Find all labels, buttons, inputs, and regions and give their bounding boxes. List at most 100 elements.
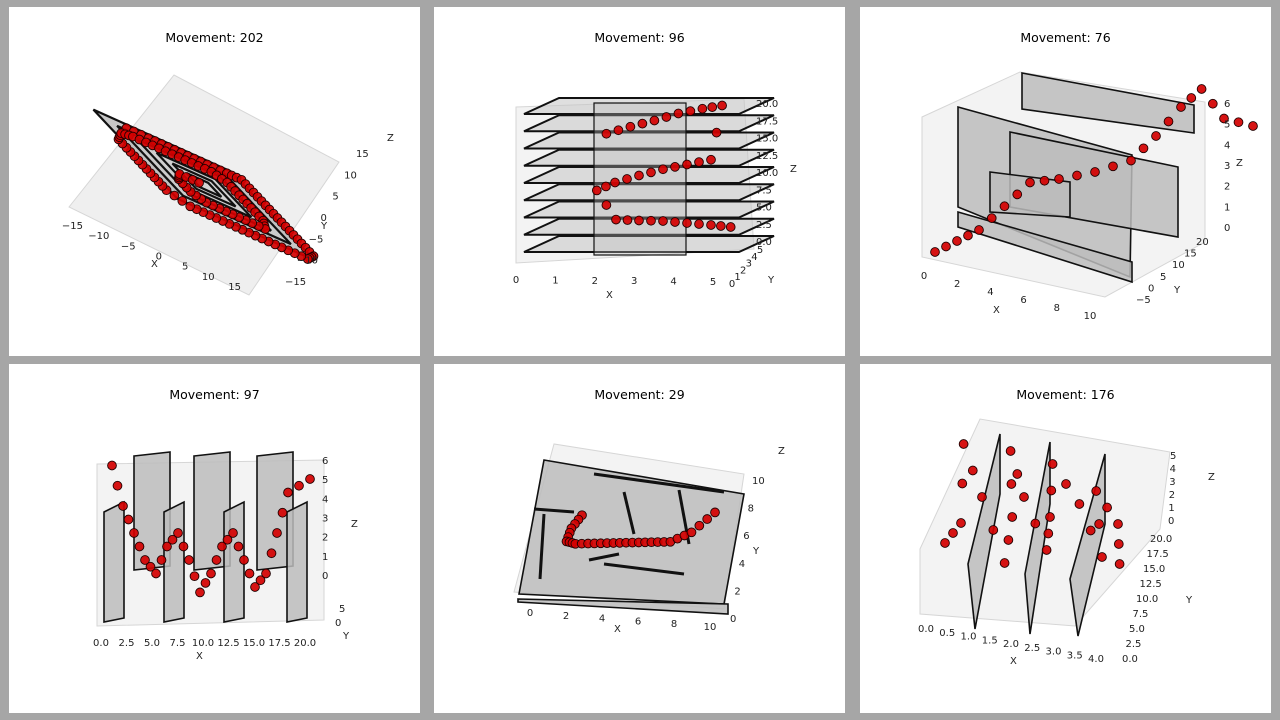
path-point bbox=[697, 103, 708, 114]
x-tick-labels: 0.0 2.5 5.0 7.5 10.0 12.5 15.0 17.5 20.0 bbox=[93, 638, 316, 649]
x-tick-label: 15.0 bbox=[243, 638, 265, 649]
path-point bbox=[948, 528, 958, 538]
x-tick-label: 3.0 bbox=[1046, 647, 1062, 658]
y-tick-label: 6 bbox=[743, 531, 749, 542]
path-point bbox=[601, 181, 611, 192]
path-point bbox=[658, 164, 668, 175]
floor-slab bbox=[523, 183, 775, 202]
path-point bbox=[1219, 113, 1229, 124]
path-point bbox=[1072, 170, 1082, 181]
path-point bbox=[610, 177, 620, 188]
path-point bbox=[1138, 143, 1149, 154]
chart-title: Movement: 76 bbox=[1020, 30, 1111, 45]
x-axis-label: X bbox=[614, 624, 621, 635]
y-tick-label: 3 bbox=[746, 259, 752, 270]
path-point bbox=[1113, 519, 1123, 529]
path-point bbox=[1012, 469, 1023, 479]
path-point bbox=[107, 460, 117, 471]
path-point bbox=[930, 247, 940, 257]
path-point bbox=[283, 487, 293, 498]
path-point bbox=[613, 125, 624, 136]
x-tick-label: 0 bbox=[527, 608, 533, 619]
z-tick-label: 10.0 bbox=[756, 168, 778, 179]
path-point bbox=[222, 534, 233, 545]
y-tick-label: 0 bbox=[729, 279, 735, 290]
x-tick-label: 0 bbox=[513, 275, 519, 286]
x-tick-labels: 0 1 2 3 4 5 bbox=[513, 275, 716, 288]
z-tick-label: 7.5 bbox=[756, 185, 772, 196]
x-tick-label: 3.5 bbox=[1067, 650, 1083, 661]
path-point bbox=[717, 100, 727, 111]
z-tick-label: 1 bbox=[1168, 503, 1174, 514]
walls bbox=[957, 72, 1195, 284]
x-tick-label: 4.0 bbox=[1088, 654, 1104, 665]
path-point bbox=[1085, 525, 1096, 536]
path-point bbox=[140, 555, 150, 565]
y-tick-label: 15 bbox=[1184, 249, 1197, 260]
y-tick-label: 4 bbox=[739, 559, 745, 570]
path-point bbox=[591, 185, 602, 196]
y-tick-label: 10 bbox=[344, 170, 357, 181]
x-tick-label: 17.5 bbox=[268, 638, 290, 649]
x-tick-labels: 0 2 4 6 8 10 bbox=[527, 608, 717, 633]
path-point bbox=[682, 218, 692, 228]
floor-slab bbox=[523, 131, 775, 150]
y-axis-label: Y bbox=[752, 546, 760, 557]
x-tick-label: 10.0 bbox=[192, 638, 214, 649]
path-point bbox=[189, 571, 200, 582]
y-axis-label: Y bbox=[342, 631, 350, 642]
path-points bbox=[113, 123, 319, 264]
x-tick-label: 1.5 bbox=[982, 635, 998, 646]
pillars bbox=[103, 451, 308, 623]
x-tick-label: 4 bbox=[987, 287, 993, 298]
panel-pillars: Movement: 97 0.0 2.5 5.0 7.5 10.0 12.5 15.0 17.… bbox=[9, 364, 420, 713]
x-tick-labels: 0.0 0.5 1.0 1.5 2.0 2.5 3.0 3.5 4.0 bbox=[918, 624, 1104, 665]
maze-wall bbox=[603, 562, 685, 576]
path-point bbox=[244, 568, 255, 579]
z-tick-label: 12.5 bbox=[756, 151, 778, 162]
x-axis-label: X bbox=[1010, 656, 1017, 667]
maze-wall bbox=[533, 507, 575, 514]
floor-slab bbox=[523, 200, 775, 219]
y-tick-label: 8 bbox=[748, 504, 754, 515]
path-point bbox=[658, 216, 668, 226]
path-point bbox=[184, 555, 194, 565]
x-tick-label: 2.5 bbox=[119, 638, 135, 649]
path-point bbox=[686, 527, 697, 538]
y-axis-label: Y bbox=[1173, 285, 1181, 296]
path-point bbox=[1113, 539, 1124, 549]
chart-title: Movement: 202 bbox=[165, 30, 264, 45]
y-tick-label: 0.0 bbox=[1122, 654, 1138, 665]
y-axis-label: Y bbox=[320, 221, 328, 232]
x-tick-label: 5 bbox=[710, 277, 716, 288]
path-point bbox=[1054, 174, 1064, 184]
z-tick-label: 2 bbox=[1224, 182, 1230, 193]
path-point bbox=[294, 480, 304, 491]
path-point bbox=[118, 501, 128, 511]
z-tick-label: 1 bbox=[1224, 202, 1230, 213]
x-tick-label: 2.5 bbox=[1024, 643, 1040, 654]
y-tick-label: 2 bbox=[734, 586, 740, 597]
path-point bbox=[952, 236, 962, 246]
z-tick-label: 5 bbox=[1170, 451, 1176, 462]
path-point bbox=[649, 115, 660, 126]
path-point bbox=[1061, 479, 1071, 489]
path-point bbox=[974, 225, 984, 235]
panel-spiral: Movement: 202 −15 −10 −5 0 5 10 15 −15 −10 −5 0 5 1… bbox=[9, 7, 420, 356]
path-point bbox=[601, 200, 612, 210]
x-tick-label: −10 bbox=[88, 231, 109, 242]
maze-wall bbox=[538, 513, 546, 580]
path-point bbox=[151, 568, 161, 579]
x-tick-labels: 0 2 4 6 8 10 bbox=[921, 271, 1097, 322]
y-tick-label: 4 bbox=[751, 252, 757, 263]
path-point bbox=[1043, 528, 1054, 539]
y-axis-label: Y bbox=[1185, 595, 1193, 606]
floor-slab bbox=[523, 235, 775, 253]
wall-base bbox=[957, 210, 1133, 284]
y-tick-label: 0 bbox=[321, 213, 327, 224]
path-point bbox=[601, 128, 612, 139]
path-point bbox=[1248, 121, 1258, 131]
